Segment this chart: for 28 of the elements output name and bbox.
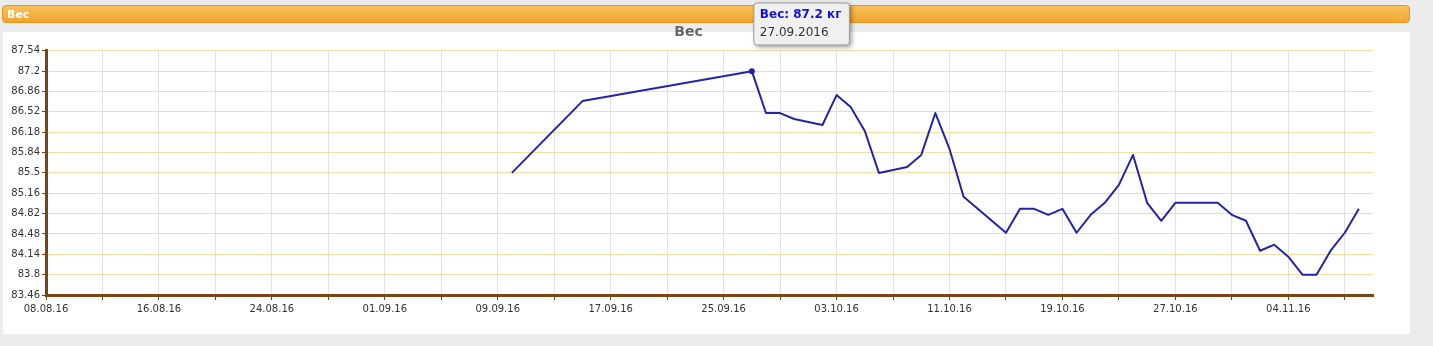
- x-tick-label: 11.10.16: [927, 302, 972, 314]
- x-tick-label: 24.08.16: [249, 302, 295, 314]
- y-tick-label: 85.5: [17, 166, 40, 178]
- annotation: Вес: 87.2 кг 27.09.2016: [759, 7, 842, 40]
- y-tick-label: 86.52: [11, 105, 40, 117]
- y-tick-label: 83.8: [17, 268, 40, 280]
- x-tick-label: 04.11.16: [1266, 302, 1311, 314]
- x-tick-label: 19.10.16: [1040, 302, 1085, 314]
- x-tick-label: 09.09.16: [475, 302, 521, 314]
- x-tick-label: 17.09.16: [588, 302, 633, 314]
- y-tick-label: 86.86: [11, 85, 40, 97]
- y-tick-label: 85.16: [11, 186, 40, 198]
- x-tick-label: 25.09.16: [701, 302, 746, 314]
- y-tick-label: 84.48: [11, 227, 40, 239]
- x-tick-label: 01.09.16: [362, 302, 408, 314]
- y-tick-label: 84.14: [11, 247, 40, 259]
- x-tick-label: 08.08.16: [23, 302, 69, 314]
- y-tick-label: 87.54: [11, 44, 40, 56]
- x-tick-label: 03.10.16: [814, 302, 859, 314]
- chart-title: Вес: [674, 23, 703, 40]
- y-tick-label: 85.84: [11, 146, 40, 158]
- y-tick-label: 84.82: [11, 207, 40, 219]
- x-tick-label: 27.10.16: [1153, 302, 1198, 314]
- text: Вес: [7, 8, 30, 21]
- y-tick-label: 86.18: [11, 125, 40, 137]
- x-tick-label: 16.08.16: [136, 302, 182, 314]
- y-tick-label: 83.46: [11, 288, 40, 300]
- y-tick-label: 87.2: [17, 64, 40, 76]
